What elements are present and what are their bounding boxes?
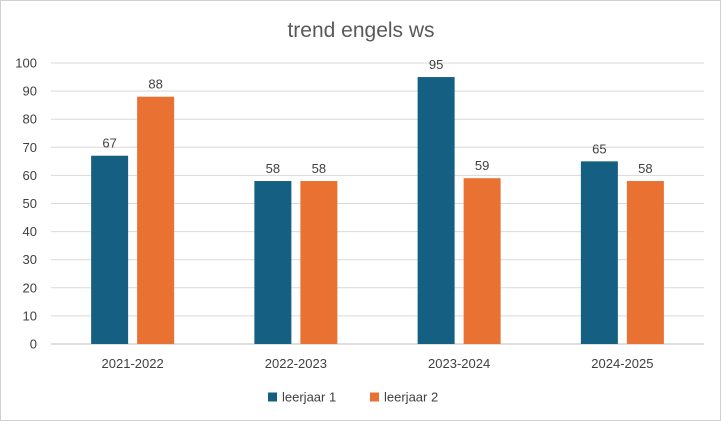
legend: leerjaar 1 leerjaar 2 [268,390,438,405]
legend-label: leerjaar 1 [282,390,336,405]
bar-2-3 [463,178,501,344]
chart-title: trend engels ws [287,19,434,42]
legend-swatch [370,392,379,402]
data-label: 67 [102,136,116,151]
x-tick-label: 2023-2024 [428,356,490,371]
bar-1-2 [254,181,292,344]
bar-2-2 [300,181,338,344]
bar-1-4 [580,161,618,344]
y-tick-label: 60 [23,168,37,183]
y-tick-label: 10 [23,308,37,323]
y-tick-label: 80 [23,112,37,127]
data-label: 65 [592,141,606,156]
bars [91,77,664,345]
bar-1-1 [91,155,129,344]
x-tick-label: 2024-2025 [591,356,653,371]
data-label: 88 [148,77,162,92]
bar-1-3 [417,77,455,345]
y-tick-label: 70 [23,140,37,155]
bar-2-1 [137,96,175,344]
y-tick-label: 0 [30,337,37,352]
y-tick-label: 30 [23,252,37,267]
bar-2-4 [626,181,664,344]
data-label: 58 [312,161,326,176]
y-tick-label: 40 [23,224,37,239]
data-label: 95 [429,57,443,72]
y-tick-label: 100 [15,56,37,71]
y-tick-label: 50 [23,196,37,211]
x-axis-ticks: 2021-2022 2022-2023 2023-2024 2024-2025 [102,356,654,371]
data-label: 58 [266,161,280,176]
legend-label: leerjaar 2 [384,390,438,405]
x-tick-label: 2022-2023 [265,356,327,371]
data-label: 59 [475,158,489,173]
y-tick-label: 90 [23,84,37,99]
legend-swatch [268,392,277,402]
data-label: 58 [638,161,652,176]
y-axis-ticks: 0 10 20 30 40 50 60 70 80 90 100 [15,56,37,352]
data-labels: 67 88 58 58 95 59 65 58 [102,57,652,176]
x-tick-label: 2021-2022 [102,356,164,371]
y-tick-label: 20 [23,280,37,295]
